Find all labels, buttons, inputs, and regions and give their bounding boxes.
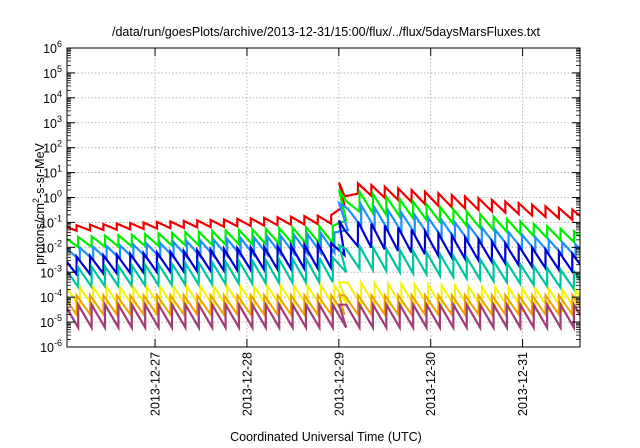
series-group	[67, 180, 580, 332]
y-tick-label: 104	[43, 89, 62, 106]
series-line	[67, 291, 580, 318]
y-tick-label: 10-1	[40, 213, 62, 230]
series-line	[67, 187, 580, 250]
series-line	[67, 200, 580, 263]
y-axis-label: protons/cm2-s-sr-MeV	[31, 142, 47, 264]
series-line	[67, 180, 580, 233]
x-tick-label: 2013-12-27	[149, 352, 163, 416]
axis-ticks	[67, 47, 580, 348]
y-tick-label: 100	[43, 189, 62, 206]
x-tick-label: 2013-12-31	[516, 352, 530, 416]
y-tick-label: 10-6	[40, 338, 62, 355]
y-tick-label: 105	[43, 64, 62, 81]
x-tick-labels: 2013-12-27 2013-12-28 2013-12-29 2013-12-30…	[149, 352, 531, 416]
y-tick-label: 101	[43, 164, 62, 181]
y-tick-label: 10-2	[40, 238, 62, 255]
series-line	[67, 300, 580, 332]
y-tick-label: 10-5	[40, 313, 62, 330]
y-tick-label: 102	[43, 139, 62, 156]
y-tick-labels: 106 105 104 103 102 101 100 10-1 10-2 10-3 10-4 10-…	[40, 39, 62, 355]
series-line	[67, 219, 580, 278]
x-axis-label: Coordinated Universal Time (UTC)	[230, 430, 422, 444]
x-tick-label: 2013-12-30	[424, 352, 438, 416]
y-tick-label: 103	[43, 114, 62, 131]
x-tick-label: 2013-12-28	[240, 352, 254, 416]
y-tick-label: 10-3	[40, 263, 62, 280]
series-line	[67, 242, 580, 293]
chart-title: /data/run/goesPlots/archive/2013-12-31/1…	[112, 25, 541, 39]
y-tick-label: 106	[43, 39, 62, 56]
y-tick-label: 10-4	[40, 288, 62, 305]
x-tick-label: 2013-12-29	[332, 352, 346, 416]
